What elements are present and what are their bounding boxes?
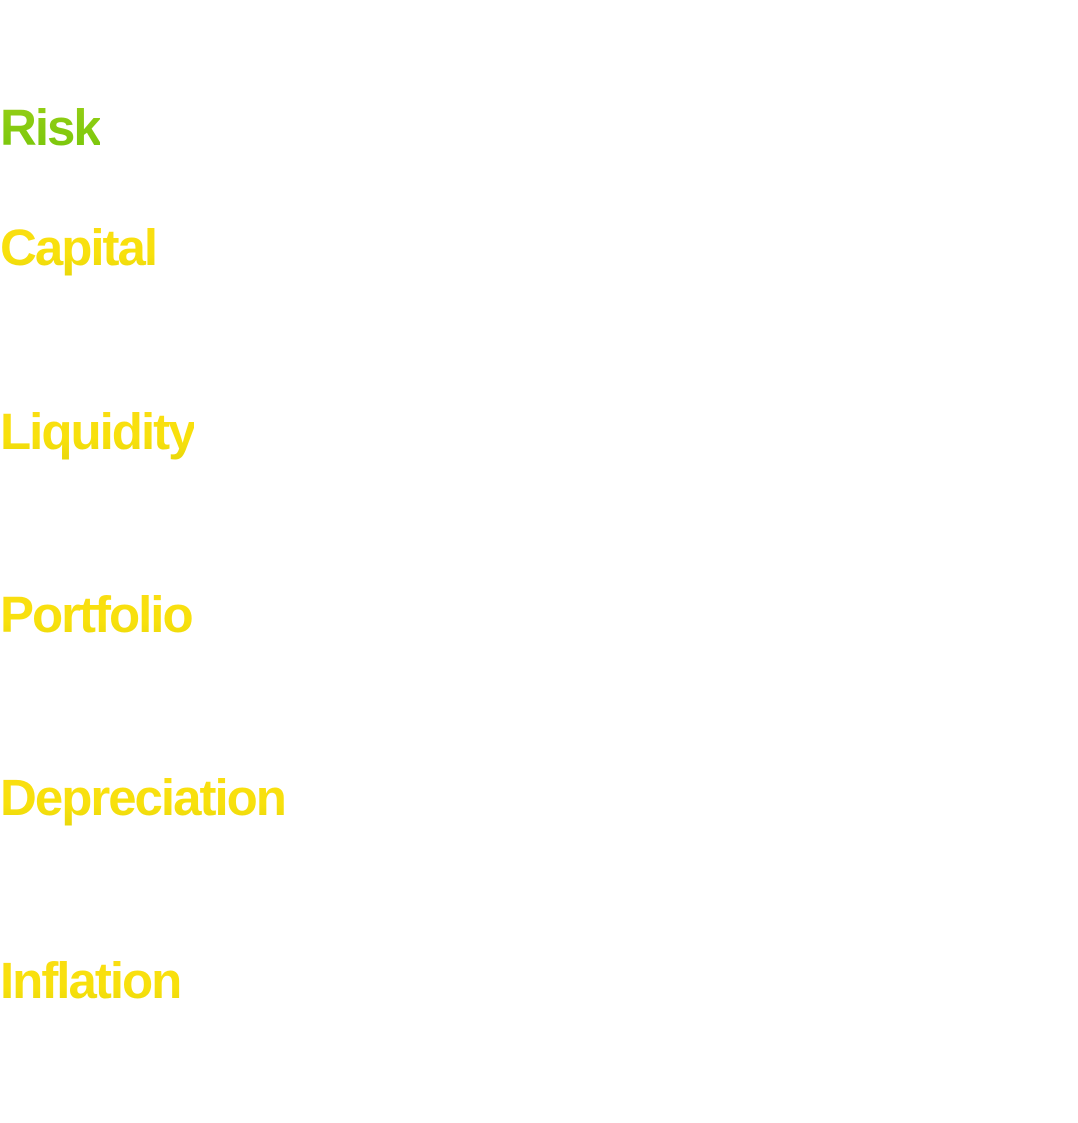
- word-depreciation: Depreciation: [0, 769, 287, 826]
- word-capital: Capital: [0, 219, 158, 276]
- word-inflation: Inflation: [0, 952, 182, 1009]
- word-portfolio: Portfolio: [0, 586, 194, 643]
- word-liquidity: Liquidity: [0, 403, 196, 460]
- word-risk: Risk: [0, 99, 102, 156]
